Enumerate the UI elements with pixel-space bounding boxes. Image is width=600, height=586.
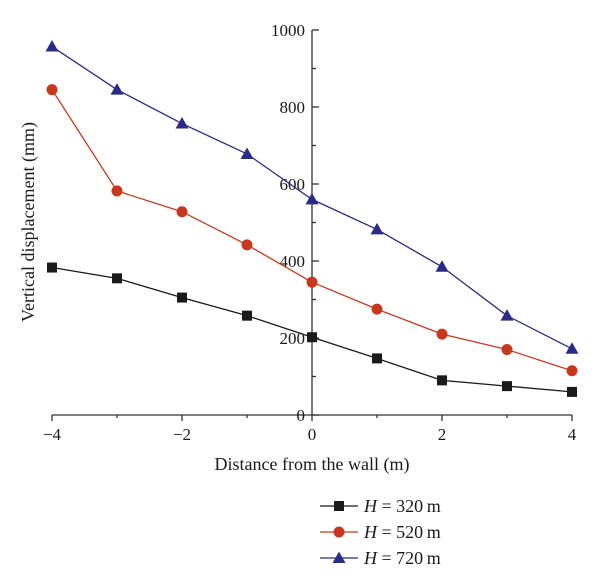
data-point <box>176 206 188 218</box>
data-point <box>45 40 59 52</box>
legend-item: H = 520 m <box>320 522 441 542</box>
legend: H = 320 m H = 520 m H = 720 m <box>320 496 441 568</box>
legend-item: H = 320 m <box>320 496 441 516</box>
y-tick-label: 600 <box>280 175 306 194</box>
data-point <box>111 185 123 197</box>
legend-label: H = 720 m <box>363 548 441 568</box>
legend-marker <box>334 501 344 511</box>
data-point <box>502 381 512 392</box>
legend-marker <box>332 551 346 563</box>
data-point <box>437 375 447 386</box>
y-tick-label: 800 <box>280 98 306 117</box>
data-point <box>372 353 382 364</box>
x-axis-title: Distance from the wall (m) <box>215 454 410 475</box>
data-point <box>46 84 58 96</box>
data-point <box>110 83 124 95</box>
data-point <box>500 309 514 321</box>
data-point <box>112 273 122 284</box>
legend-label: H = 320 m <box>363 496 441 516</box>
data-point <box>371 303 383 315</box>
data-point <box>566 365 578 377</box>
y-tick-label: 1000 <box>271 21 305 40</box>
x-tick-label: 0 <box>308 425 317 444</box>
x-tick-label: −2 <box>173 425 191 444</box>
series-layer <box>45 40 579 397</box>
data-point <box>565 342 579 354</box>
data-point <box>177 292 187 303</box>
series-triangle <box>45 40 579 354</box>
y-tick-label: 400 <box>280 252 306 271</box>
data-point <box>47 262 57 273</box>
y-tick-label: 0 <box>297 406 306 425</box>
data-point <box>567 386 577 397</box>
y-tick-label: 200 <box>280 329 306 348</box>
legend-marker <box>333 526 345 538</box>
data-point <box>501 344 513 356</box>
series-circle <box>46 84 578 377</box>
data-point <box>370 222 384 235</box>
data-point <box>436 328 448 340</box>
x-tick-label: 4 <box>568 425 577 444</box>
data-point <box>241 239 253 251</box>
x-ticks: −4 −2 0 2 4 <box>43 415 577 444</box>
series-square <box>47 262 577 397</box>
x-tick-label: 2 <box>438 425 447 444</box>
data-point <box>435 260 449 272</box>
data-point <box>306 276 318 288</box>
data-point <box>242 310 252 321</box>
y-axis-title: Vertical displacement (mm) <box>18 122 39 322</box>
legend-label: H = 520 m <box>363 522 441 542</box>
data-point <box>307 332 317 343</box>
data-point <box>305 192 319 205</box>
legend-item: H = 720 m <box>320 548 441 568</box>
data-point <box>240 147 254 159</box>
data-point <box>175 117 189 129</box>
x-tick-label: −4 <box>43 425 62 444</box>
